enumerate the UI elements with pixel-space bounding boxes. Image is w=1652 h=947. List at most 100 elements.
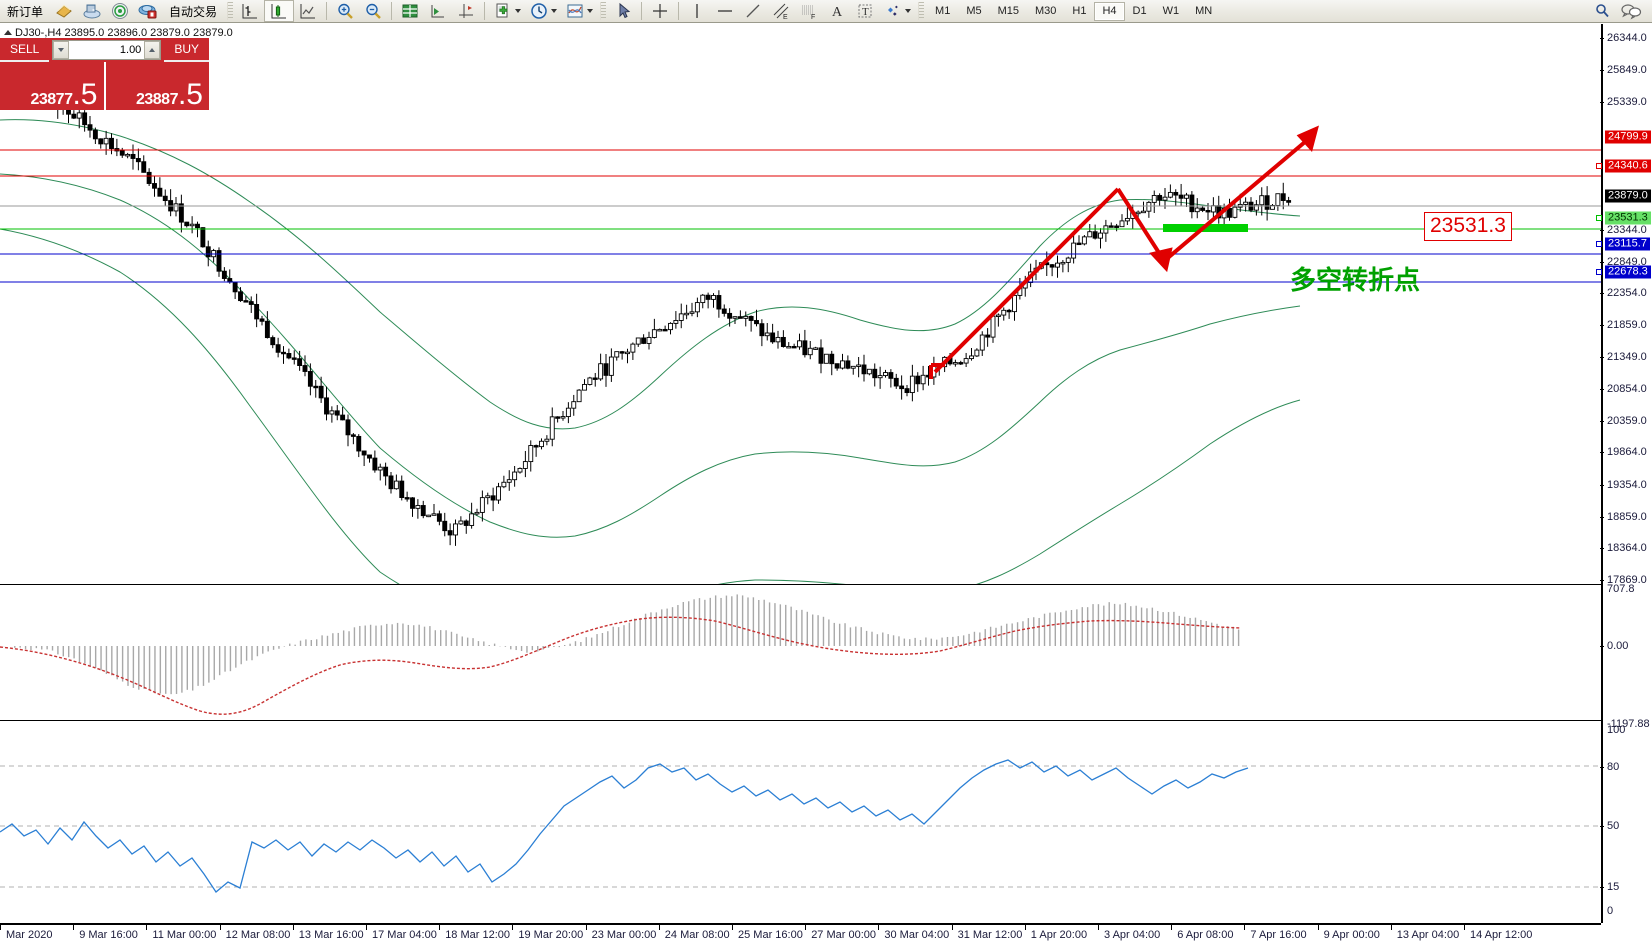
time-tick — [73, 925, 75, 930]
buy-price-cell[interactable]: 23887.5 — [103, 62, 210, 111]
price-level-badge-23879-0[interactable]: 23879.0 — [1605, 189, 1651, 203]
text-button[interactable]: A — [823, 0, 851, 22]
time-axis-label: 9 Mar 16:00 — [79, 929, 138, 941]
rsi-level-lines — [0, 765, 1601, 888]
toolbar-grip-2[interactable] — [600, 2, 607, 20]
chart-templates-icon — [54, 2, 74, 20]
timeframe-button-h1[interactable]: H1 — [1072, 4, 1087, 17]
price-tick — [1600, 293, 1604, 295]
timeframe-button-m1[interactable]: M1 — [935, 4, 951, 17]
time-axis-label: 1 Apr 20:00 — [1030, 929, 1088, 941]
bar-chart-button[interactable] — [236, 0, 264, 22]
price-axis[interactable]: 26344.0 25849.0 25339.0 23344.0 22849.0 22354… — [1596, 24, 1652, 923]
price-level-handle[interactable] — [1596, 241, 1602, 248]
timeframe-button-d1[interactable]: D1 — [1132, 4, 1147, 17]
chat-icon — [1620, 2, 1642, 20]
symbol-info-text: DJ30-,H4 23895.0 23896.0 23879.0 23879.0 — [15, 27, 233, 39]
time-tick — [878, 925, 880, 930]
indicators-dropdown-caret[interactable] — [587, 9, 594, 13]
time-axis-label: 27 Mar 00:00 — [811, 929, 877, 941]
objects-dropdown-caret[interactable] — [905, 9, 912, 13]
new-chart-dropdown-caret[interactable] — [515, 9, 522, 13]
time-axis-label: 13 Apr 04:00 — [1396, 929, 1460, 941]
period-dropdown-caret[interactable] — [551, 9, 558, 13]
trendline-button[interactable] — [739, 0, 767, 22]
buy-button[interactable]: BUY — [164, 38, 209, 62]
time-tick — [219, 925, 221, 930]
label-button[interactable]: T — [851, 0, 879, 22]
crosshair-button[interactable] — [646, 0, 674, 22]
price-level-badge-23115-7[interactable]: 23115.7 — [1605, 237, 1650, 251]
price-level-badge-24340-6[interactable]: 24340.6 — [1605, 159, 1651, 173]
timeframe-button-m5[interactable]: M5 — [966, 4, 982, 17]
cursor-button[interactable] — [609, 0, 637, 22]
buy-price-dec: .5 — [177, 78, 203, 111]
price-level-handle[interactable] — [1596, 163, 1602, 170]
timeframe-button-w1[interactable]: W1 — [1162, 4, 1180, 17]
auto-trading-label: 自动交易 — [169, 4, 218, 19]
timeframe-button-h4[interactable]: H4 — [1094, 1, 1125, 21]
time-axis-label: 11 Mar 00:00 — [152, 929, 217, 941]
rsi-canvas[interactable] — [0, 724, 1601, 923]
one-click-trading-panel[interactable]: SELL 1.00 BUY 23877.5 23887.5 — [0, 38, 209, 110]
autoscroll-button[interactable] — [424, 0, 452, 22]
rsi-axis-label: 80 — [1607, 761, 1620, 773]
price-level-badge-24799-9[interactable]: 24799.9 — [1605, 130, 1651, 144]
price-level-handle[interactable] — [1596, 214, 1602, 221]
time-axis[interactable]: Mar 2020 9 Mar 16:00 11 Mar 00:00 12 Mar 08… — [0, 923, 1601, 947]
timeframe-button-mn[interactable]: MN — [1195, 4, 1213, 17]
cloud-button[interactable] — [78, 0, 106, 22]
time-tick — [1024, 925, 1026, 930]
objects-icon — [883, 2, 903, 20]
timeframe-button-m30[interactable]: M30 — [1035, 4, 1057, 17]
timeframe-button-m15[interactable]: M15 — [997, 4, 1019, 17]
horizontal-line-button[interactable] — [711, 0, 739, 22]
time-tick — [292, 925, 294, 930]
new-chart-button[interactable] — [489, 0, 525, 22]
price-tick — [1600, 485, 1604, 487]
sell-button[interactable]: SELL — [0, 38, 50, 62]
volume-value[interactable]: 1.00 — [119, 44, 142, 56]
objects-button[interactable] — [879, 0, 915, 22]
strategy-tester-button[interactable] — [134, 0, 162, 22]
equidistant-channel-button[interactable]: E — [767, 0, 795, 22]
chart-templates-button[interactable] — [50, 0, 78, 22]
macd-canvas[interactable] — [0, 585, 1601, 720]
volume-stepper[interactable]: 1.00 — [52, 40, 162, 60]
zoom-out-button[interactable] — [359, 0, 387, 22]
period-button[interactable] — [525, 0, 561, 22]
uptrend-arrow — [929, 125, 1319, 379]
auto-trading-button[interactable]: 自动交易 — [162, 0, 224, 22]
rsi-line — [0, 759, 1249, 893]
text-icon: A — [827, 2, 847, 20]
search-button[interactable] — [1588, 0, 1616, 22]
line-chart-button[interactable] — [294, 0, 322, 22]
collapse-arrow-icon[interactable] — [4, 30, 12, 35]
price-level-badge-22678-3[interactable]: 22678.3 — [1605, 265, 1651, 279]
price-level-handle[interactable] — [1596, 269, 1602, 276]
chat-button[interactable] — [1616, 0, 1644, 22]
toolbar-grip-3[interactable] — [918, 2, 925, 20]
candlestick-chart-button[interactable] — [264, 0, 295, 22]
price-tick — [1600, 357, 1604, 359]
chart-shift-button[interactable] — [452, 0, 480, 22]
price-level-badge-23531-3[interactable]: 23531.3 — [1605, 211, 1651, 225]
time-axis-label: 12 Mar 08:00 — [225, 929, 291, 941]
price-tick — [1600, 548, 1604, 550]
toolbar-grip-1[interactable] — [227, 2, 234, 20]
signals-button[interactable] — [106, 0, 134, 22]
price-chart-canvas[interactable] — [0, 24, 1601, 584]
vertical-line-button[interactable] — [683, 0, 711, 22]
price-axis-label: 26344.0 — [1607, 32, 1647, 44]
sell-price-cell[interactable]: 23877.5 — [0, 62, 104, 110]
price-axis-label: 25849.0 — [1607, 63, 1647, 76]
chart-window[interactable]: 多空转折点 23531.3 DJ30-,H4 23895.0 23896.0 2… — [0, 24, 1652, 947]
fibonacci-button[interactable]: F — [795, 0, 823, 22]
macd-histogram — [3, 594, 1240, 695]
volume-decrease-button[interactable] — [53, 41, 70, 59]
volume-increase-button[interactable] — [144, 41, 161, 59]
new-order-button[interactable]: 新订单 — [0, 0, 50, 22]
data-window-button[interactable] — [396, 0, 424, 22]
zoom-in-button[interactable] — [331, 0, 359, 22]
indicators-button[interactable] — [561, 0, 597, 22]
